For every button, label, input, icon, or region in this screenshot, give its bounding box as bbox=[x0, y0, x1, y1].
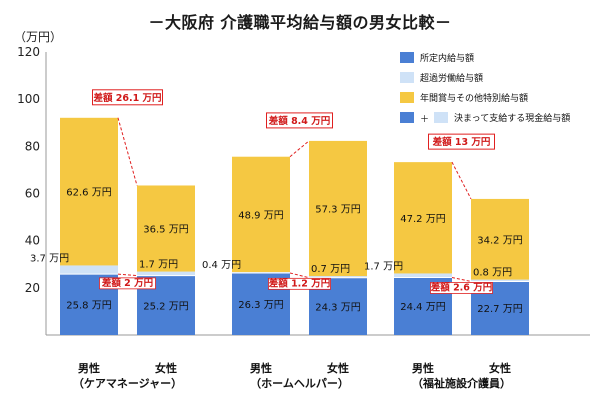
legend-swatch bbox=[400, 52, 414, 63]
difference-connector-monthly bbox=[289, 272, 310, 279]
difference-label-total: 差額 26.1 万円 bbox=[93, 92, 161, 104]
y-axis-unit-label: （万円） bbox=[14, 30, 62, 44]
data-label-base: 25.2 万円 bbox=[143, 301, 188, 312]
x-tick-label-sex: 男性 bbox=[250, 361, 272, 375]
y-tick-label: 40 bbox=[25, 234, 40, 248]
legend-swatch bbox=[400, 92, 414, 103]
legend-label: 所定内給与額 bbox=[420, 52, 474, 64]
y-tick-label: 80 bbox=[25, 139, 40, 153]
bar-segment-bonus bbox=[60, 117, 118, 266]
data-label-overtime: 3.7 万円 bbox=[30, 253, 69, 264]
data-label-base: 25.8 万円 bbox=[66, 301, 111, 312]
legend-label: 年間賞与その他特別給与額 bbox=[420, 92, 528, 104]
data-label-bonus: 57.3 万円 bbox=[315, 204, 360, 215]
data-label-overtime: 0.8 万円 bbox=[473, 268, 512, 279]
difference-label-total-box bbox=[428, 133, 495, 150]
bar-segment-bonus bbox=[137, 185, 195, 272]
bar-segment-overtime bbox=[137, 271, 195, 276]
x-tick-label-group: （ホームヘルパー） bbox=[250, 377, 349, 390]
y-tick-label: 100 bbox=[17, 92, 40, 106]
difference-connector-total bbox=[451, 161, 472, 200]
data-label-base: 24.3 万円 bbox=[315, 302, 360, 313]
data-label-base: 26.3 万円 bbox=[238, 300, 283, 311]
x-tick-label-sex: 女性 bbox=[327, 361, 349, 375]
bar-segment-overtime bbox=[60, 265, 118, 275]
legend-swatch bbox=[434, 112, 448, 123]
x-tick-label-group: （福祉施設介護員） bbox=[412, 376, 511, 390]
difference-label-monthly-box bbox=[268, 277, 331, 290]
data-label-overtime: 1.7 万円 bbox=[139, 260, 178, 271]
data-label-bonus: 48.9 万円 bbox=[238, 210, 283, 221]
legend-plus-sign: ＋ bbox=[420, 114, 429, 125]
chart-title: －大阪府 介護職平均給与額の男女比較－ bbox=[148, 13, 452, 32]
x-tick-label-sex: 男性 bbox=[412, 361, 434, 375]
bar-segment-bonus bbox=[394, 162, 452, 274]
difference-connector-total bbox=[289, 140, 310, 158]
difference-label-monthly-box bbox=[99, 277, 156, 290]
data-label-overtime: 0.4 万円 bbox=[202, 260, 241, 271]
data-label-bonus: 36.5 万円 bbox=[143, 225, 188, 236]
bar-segment-overtime bbox=[471, 279, 529, 282]
data-label-bonus: 47.2 万円 bbox=[400, 214, 445, 225]
difference-label-total: 差額 13 万円 bbox=[433, 136, 491, 148]
legend-swatch bbox=[400, 112, 414, 123]
data-label-overtime: 1.7 万円 bbox=[364, 261, 403, 272]
data-label-base: 24.4 万円 bbox=[400, 302, 445, 313]
difference-label-total: 差額 8.4 万円 bbox=[269, 115, 330, 127]
x-tick-label-sex: 男性 bbox=[78, 361, 100, 375]
difference-connector-monthly bbox=[117, 273, 138, 277]
y-tick-label: 20 bbox=[25, 281, 40, 295]
difference-label-total-box bbox=[92, 89, 163, 106]
bar-segment-bonus bbox=[471, 198, 529, 280]
bar-segment-overtime bbox=[309, 276, 367, 278]
data-label-bonus: 62.6 万円 bbox=[66, 188, 111, 199]
difference-label-total-box bbox=[266, 112, 333, 129]
bar-segment-bonus bbox=[232, 156, 290, 273]
bar-segment-overtime bbox=[394, 273, 452, 278]
bar-segment-bonus bbox=[309, 140, 367, 277]
data-label-base: 22.7 万円 bbox=[477, 304, 522, 315]
difference-connector-total bbox=[117, 117, 138, 186]
x-tick-label-sex: 女性 bbox=[489, 361, 511, 375]
x-tick-label-group: （ケアマネージャー） bbox=[73, 377, 182, 390]
y-tick-label: 120 bbox=[17, 45, 40, 59]
x-tick-label-sex: 女性 bbox=[155, 361, 177, 375]
difference-label-monthly: 差額 2 万円 bbox=[102, 277, 153, 289]
difference-label-monthly: 差額 1.2 万円 bbox=[269, 277, 330, 289]
y-tick-label: 60 bbox=[25, 187, 40, 201]
legend-label: 決まって支給する現金給与額 bbox=[454, 112, 570, 124]
data-label-bonus: 34.2 万円 bbox=[477, 235, 522, 246]
legend-swatch bbox=[400, 72, 414, 83]
data-label-overtime: 0.7 万円 bbox=[311, 264, 350, 275]
difference-label-monthly: 差額 2.6 万円 bbox=[431, 281, 492, 293]
difference-label-monthly-box bbox=[430, 282, 493, 294]
legend-label: 超過労働給与額 bbox=[420, 72, 483, 84]
difference-connector-monthly bbox=[451, 276, 472, 282]
